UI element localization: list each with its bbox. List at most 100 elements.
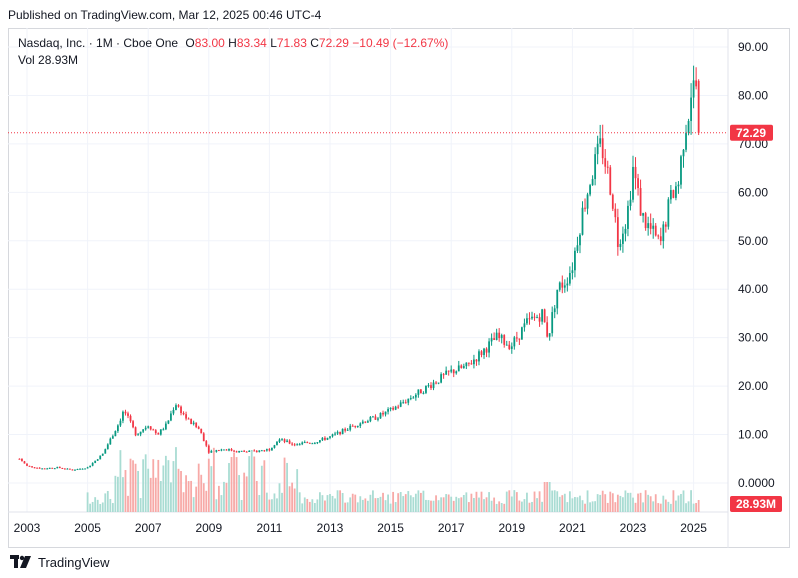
candle-body[interactable] — [86, 467, 89, 469]
candle-body[interactable] — [344, 428, 347, 431]
candle-body[interactable] — [485, 348, 488, 353]
candle-body[interactable] — [667, 199, 670, 227]
candle-body[interactable] — [521, 327, 523, 340]
candle-body[interactable] — [18, 458, 21, 460]
candle-body[interactable] — [599, 138, 602, 144]
candle-body[interactable] — [225, 449, 228, 451]
candle-body[interactable] — [462, 366, 465, 368]
candle-body[interactable] — [500, 335, 503, 339]
candle-body[interactable] — [33, 467, 36, 469]
candle-body[interactable] — [167, 420, 170, 424]
candle-body[interactable] — [541, 309, 543, 322]
candle-body[interactable] — [508, 344, 511, 349]
candle-body[interactable] — [331, 434, 334, 437]
candle-body[interactable] — [412, 397, 415, 399]
candle-body[interactable] — [89, 465, 92, 468]
candle-body[interactable] — [202, 433, 205, 442]
candle-body[interactable] — [536, 317, 538, 319]
candle-body[interactable] — [619, 243, 622, 247]
candle-body[interactable] — [591, 179, 594, 186]
candle-body[interactable] — [326, 437, 329, 440]
candle-body[interactable] — [568, 273, 571, 284]
candle-body[interactable] — [91, 462, 94, 466]
candle-body[interactable] — [265, 449, 268, 451]
candle-body[interactable] — [69, 468, 71, 470]
candle-body[interactable] — [622, 233, 624, 244]
candle-body[interactable] — [132, 421, 134, 428]
candle-body[interactable] — [574, 250, 576, 271]
candle-body[interactable] — [518, 338, 521, 340]
candle-body[interactable] — [624, 228, 627, 234]
candle-body[interactable] — [437, 382, 440, 384]
tradingview-footer[interactable]: TradingView — [10, 552, 110, 572]
candle-body[interactable] — [51, 467, 54, 469]
candle-body[interactable] — [657, 235, 660, 237]
candle-body[interactable] — [672, 190, 675, 198]
candle-body[interactable] — [687, 121, 690, 133]
candle-body[interactable] — [119, 420, 122, 426]
candle-body[interactable] — [420, 389, 422, 394]
candle-body[interactable] — [414, 394, 417, 398]
candle-body[interactable] — [611, 194, 614, 209]
candle-body[interactable] — [372, 416, 374, 418]
candle-body[interactable] — [445, 370, 448, 375]
candle-body[interactable] — [293, 444, 296, 446]
candle-body[interactable] — [677, 184, 680, 187]
candle-body[interactable] — [235, 451, 238, 453]
candle-body[interactable] — [526, 318, 528, 324]
candle-body[interactable] — [407, 398, 410, 403]
candle-body[interactable] — [106, 444, 109, 450]
candle-body[interactable] — [377, 418, 379, 420]
candle-body[interactable] — [455, 371, 458, 374]
candle-body[interactable] — [207, 445, 210, 453]
candle-body[interactable] — [659, 236, 662, 242]
candle-body[interactable] — [533, 316, 536, 318]
candle-body[interactable] — [692, 80, 695, 98]
candle-body[interactable] — [584, 207, 586, 209]
candle-body[interactable] — [553, 308, 556, 313]
candle-body[interactable] — [159, 429, 162, 435]
candle-body[interactable] — [596, 143, 599, 155]
candle-body[interactable] — [359, 423, 362, 427]
candle-body[interactable] — [268, 449, 271, 451]
candle-body[interactable] — [122, 411, 124, 421]
candle-body[interactable] — [473, 359, 475, 365]
candle-body[interactable] — [558, 282, 561, 290]
candle-body[interactable] — [644, 213, 647, 229]
candle-body[interactable] — [96, 459, 99, 461]
candle-body[interactable] — [510, 346, 513, 349]
candle-body[interactable] — [576, 245, 579, 251]
candle-body[interactable] — [240, 450, 243, 452]
candle-body[interactable] — [697, 80, 700, 133]
symbol-label[interactable]: Nasdaq, Inc. · 1M · Cboe One — [18, 36, 179, 50]
candle-body[interactable] — [283, 439, 286, 442]
candle-body[interactable] — [662, 224, 665, 242]
candle-body[interactable] — [271, 447, 273, 451]
candle-body[interactable] — [639, 188, 642, 216]
candle-body[interactable] — [180, 406, 182, 414]
candle-body[interactable] — [637, 178, 639, 189]
candle-body[interactable] — [63, 468, 66, 470]
candle-body[interactable] — [134, 427, 137, 436]
candle-body[interactable] — [296, 444, 299, 446]
candle-body[interactable] — [58, 466, 61, 468]
candle-body[interactable] — [493, 338, 496, 340]
candle-body[interactable] — [432, 382, 435, 389]
candle-body[interactable] — [384, 411, 387, 415]
candle-body[interactable] — [470, 363, 473, 365]
candle-body[interactable] — [442, 374, 445, 376]
candle-body[interactable] — [149, 426, 152, 430]
candle-body[interactable] — [170, 413, 172, 421]
candle-body[interactable] — [450, 369, 453, 372]
candle-body[interactable] — [495, 332, 498, 340]
candle-body[interactable] — [538, 317, 541, 322]
candle-body[interactable] — [425, 385, 427, 393]
candle-body[interactable] — [147, 426, 150, 428]
candle-body[interactable] — [281, 439, 283, 441]
candle-body[interactable] — [490, 338, 493, 342]
candle-body[interactable] — [513, 337, 516, 347]
candle-body[interactable] — [278, 439, 281, 442]
candle-body[interactable] — [245, 451, 248, 453]
candle-body[interactable] — [109, 438, 112, 445]
candle-body[interactable] — [233, 450, 235, 452]
